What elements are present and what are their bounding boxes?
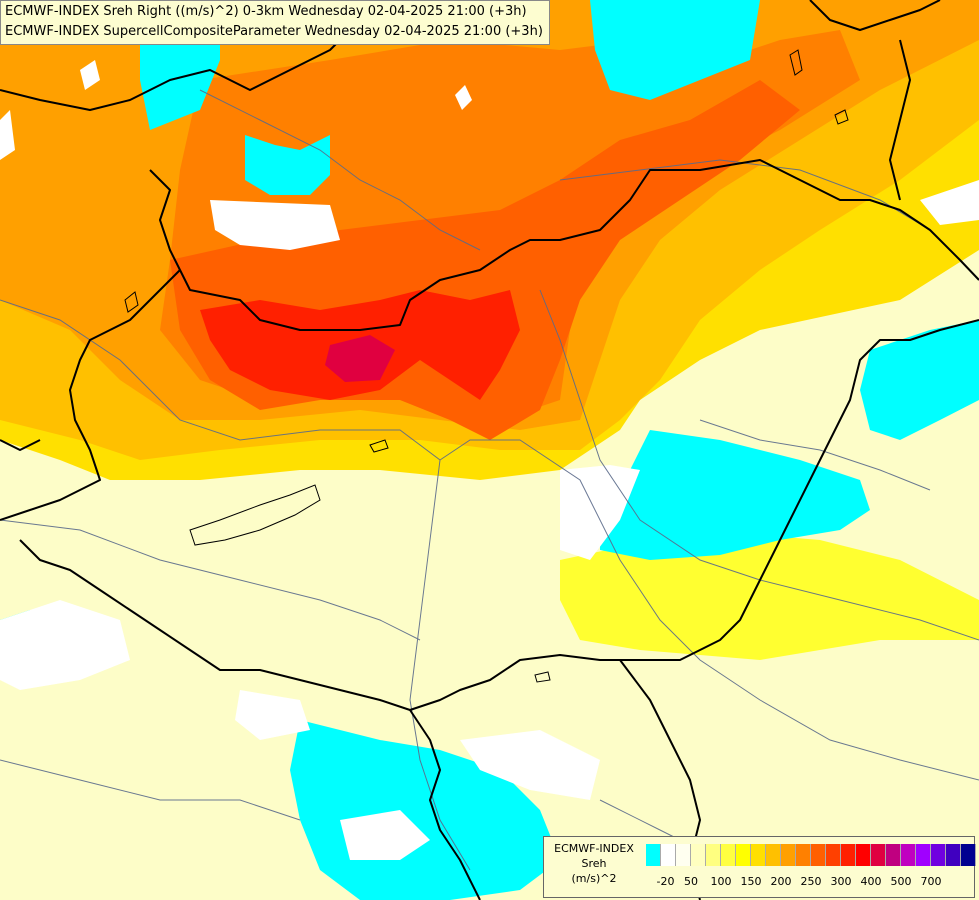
legend-labels: -20 50 100 150 200 250 300 400 500 700	[646, 875, 966, 891]
legend-swatch	[961, 844, 976, 866]
legend-swatches	[646, 844, 976, 866]
lakes	[124, 49, 849, 683]
legend-label: 400	[860, 875, 882, 888]
legend-label: 700	[920, 875, 942, 888]
legend-swatch	[781, 844, 796, 866]
legend-label: 200	[770, 875, 792, 888]
legend-title-line-3: (m/s)^2	[571, 872, 617, 885]
legend-title: ECMWF-INDEX Sreh (m/s)^2	[544, 841, 644, 886]
legend-swatch	[676, 844, 691, 866]
legend-swatch	[661, 844, 676, 866]
legend-label: 50	[684, 875, 698, 888]
legend-title-line-1: ECMWF-INDEX	[554, 842, 634, 855]
rivers	[0, 89, 979, 881]
legend-title-line-2: Sreh	[581, 857, 607, 870]
legend-swatch	[901, 844, 916, 866]
legend-swatch	[721, 844, 736, 866]
legend-swatch	[706, 844, 721, 866]
legend-swatch	[826, 844, 841, 866]
legend-swatch	[946, 844, 961, 866]
map-title-line-1: ECMWF-INDEX Sreh Right ((m/s)^2) 0-3km W…	[5, 4, 527, 19]
legend-swatch	[916, 844, 931, 866]
legend-swatch	[691, 844, 706, 866]
legend-label: 300	[830, 875, 852, 888]
field-zone-white	[0, 60, 979, 860]
legend-swatch	[796, 844, 811, 866]
map-title-box: ECMWF-INDEX Sreh Right ((m/s)^2) 0-3km W…	[0, 0, 550, 45]
legend-swatch	[871, 844, 886, 866]
color-legend: ECMWF-INDEX Sreh (m/s)^2 -20 50 100 150 200 2…	[543, 836, 976, 898]
legend-swatch	[856, 844, 871, 866]
field-zone-yellow	[560, 530, 979, 660]
legend-swatch	[931, 844, 946, 866]
legend-label: 250	[800, 875, 822, 888]
legend-swatch	[841, 844, 856, 866]
map-title-line-2: ECMWF-INDEX SupercellCompositeParameter …	[5, 24, 543, 39]
legend-label: 100	[710, 875, 732, 888]
legend-swatch	[766, 844, 781, 866]
legend-swatch	[646, 844, 661, 866]
legend-swatch	[736, 844, 751, 866]
field-zone-crimson	[325, 335, 395, 382]
legend-swatch	[751, 844, 766, 866]
legend-swatch	[811, 844, 826, 866]
legend-label: 500	[890, 875, 912, 888]
legend-swatch	[886, 844, 901, 866]
legend-label: 150	[740, 875, 762, 888]
legend-label: -20	[656, 875, 675, 888]
